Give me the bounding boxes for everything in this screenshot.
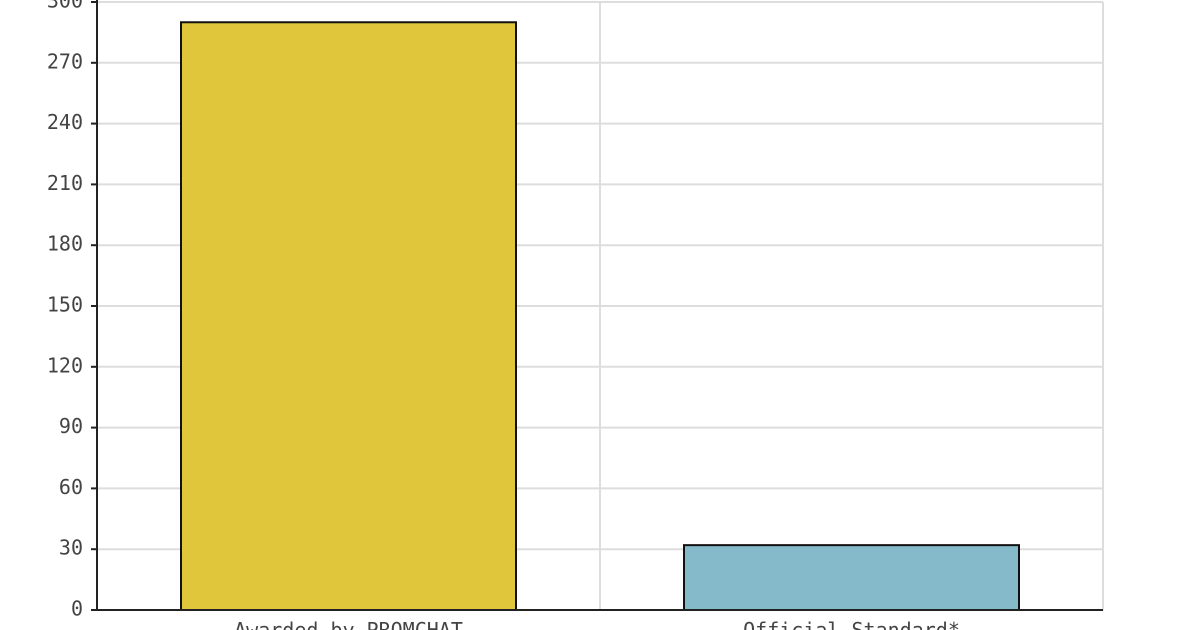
y-tick-label: 180 bbox=[47, 232, 83, 256]
bar bbox=[683, 544, 1020, 611]
y-tick-label: 0 bbox=[71, 597, 83, 621]
x-tick-label: Official Standard* bbox=[743, 618, 960, 630]
bar bbox=[180, 21, 517, 612]
y-tick-label: 120 bbox=[47, 353, 83, 377]
x-tick-label: Awarded by PROMCHAT bbox=[234, 618, 463, 630]
y-tick-label: 300 bbox=[47, 0, 83, 13]
y-tick-label: 210 bbox=[47, 171, 83, 195]
y-tick-label: 30 bbox=[59, 536, 83, 560]
y-tick-label: 90 bbox=[59, 414, 83, 438]
y-tick-label: 150 bbox=[47, 293, 83, 317]
y-tick-label: 270 bbox=[47, 49, 83, 73]
y-tick-label: 60 bbox=[59, 475, 83, 499]
y-tick-label: 240 bbox=[47, 110, 83, 134]
